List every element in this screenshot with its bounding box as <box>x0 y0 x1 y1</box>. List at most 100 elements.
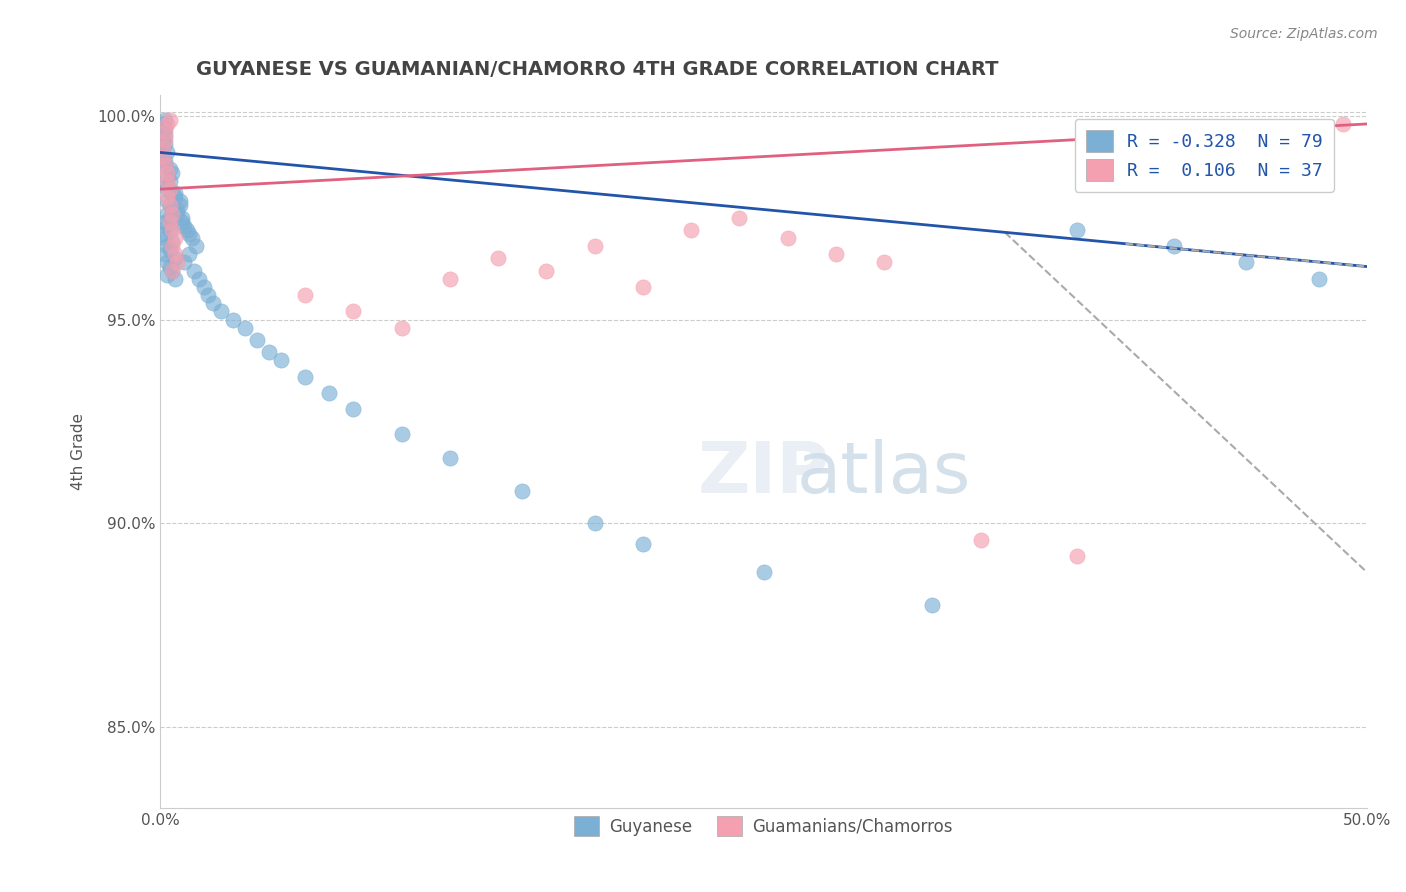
Point <box>156 255 179 269</box>
Point <box>179 247 201 261</box>
Point <box>153 125 176 139</box>
Point <box>970 533 993 547</box>
Point <box>921 598 943 612</box>
Point <box>166 255 188 269</box>
Point <box>156 239 179 253</box>
Point <box>162 263 184 277</box>
Point <box>1163 239 1185 253</box>
Point <box>631 536 654 550</box>
Point <box>159 161 181 176</box>
Text: ZIP: ZIP <box>697 439 830 508</box>
Point <box>221 312 243 326</box>
Legend: Guyanese, Guamanians/Chamorros: Guyanese, Guamanians/Chamorros <box>568 809 959 843</box>
Y-axis label: 4th Grade: 4th Grade <box>72 413 86 491</box>
Point <box>159 211 181 225</box>
Point <box>1066 549 1088 563</box>
Point <box>233 320 256 334</box>
Point <box>166 206 188 220</box>
Point <box>156 194 179 209</box>
Point <box>163 247 186 261</box>
Point <box>439 272 461 286</box>
Point <box>583 516 606 531</box>
Point <box>169 198 191 212</box>
Point <box>391 426 413 441</box>
Point <box>257 345 280 359</box>
Point <box>342 402 364 417</box>
Point <box>536 263 558 277</box>
Point <box>162 186 184 201</box>
Point <box>439 451 461 466</box>
Point <box>776 231 799 245</box>
Point <box>159 215 181 229</box>
Point <box>156 174 179 188</box>
Point <box>156 206 179 220</box>
Point <box>152 150 174 164</box>
Point <box>152 141 174 155</box>
Point <box>159 260 181 274</box>
Point <box>486 252 509 266</box>
Point <box>163 186 186 201</box>
Point <box>728 211 751 225</box>
Point <box>173 219 195 233</box>
Point <box>153 158 176 172</box>
Point <box>163 272 186 286</box>
Point <box>391 320 413 334</box>
Point <box>156 268 179 282</box>
Point <box>159 174 181 188</box>
Point <box>209 304 232 318</box>
Point <box>176 223 198 237</box>
Point <box>156 169 179 184</box>
Point <box>156 182 179 196</box>
Point <box>156 178 179 192</box>
Point <box>202 296 225 310</box>
Point <box>159 244 181 258</box>
Point <box>159 112 181 127</box>
Point <box>152 133 174 147</box>
Point <box>752 565 775 579</box>
Text: atlas: atlas <box>797 439 972 508</box>
Point <box>159 198 181 212</box>
Point <box>1308 272 1330 286</box>
Point <box>153 121 176 136</box>
Point <box>173 255 195 269</box>
Point <box>159 182 181 196</box>
Point <box>156 166 179 180</box>
Point <box>156 219 179 233</box>
Point <box>170 215 193 229</box>
Point <box>183 263 205 277</box>
Point <box>153 158 176 172</box>
Point <box>156 190 179 204</box>
Point <box>153 247 176 261</box>
Point <box>294 288 316 302</box>
Point <box>153 231 176 245</box>
Point <box>510 483 533 498</box>
Point <box>583 239 606 253</box>
Point <box>246 333 269 347</box>
Point <box>1234 255 1257 269</box>
Point <box>152 125 174 139</box>
Point <box>1066 223 1088 237</box>
Point <box>163 231 186 245</box>
Point <box>631 280 654 294</box>
Point <box>153 129 176 144</box>
Point <box>152 150 174 164</box>
Point <box>156 117 179 131</box>
Point <box>163 190 186 204</box>
Point <box>153 112 176 127</box>
Point <box>169 194 191 209</box>
Point <box>163 252 186 266</box>
Text: Source: ZipAtlas.com: Source: ZipAtlas.com <box>1230 27 1378 41</box>
Point <box>162 223 184 237</box>
Point <box>156 145 179 160</box>
Point <box>318 385 340 400</box>
Point <box>162 206 184 220</box>
Point <box>153 153 176 168</box>
Point <box>153 133 176 147</box>
Point <box>187 272 209 286</box>
Point <box>197 288 219 302</box>
Point <box>166 202 188 217</box>
Text: GUYANESE VS GUAMANIAN/CHAMORRO 4TH GRADE CORRELATION CHART: GUYANESE VS GUAMANIAN/CHAMORRO 4TH GRADE… <box>197 60 998 78</box>
Point <box>153 215 176 229</box>
Point <box>159 198 181 212</box>
Point <box>162 263 184 277</box>
